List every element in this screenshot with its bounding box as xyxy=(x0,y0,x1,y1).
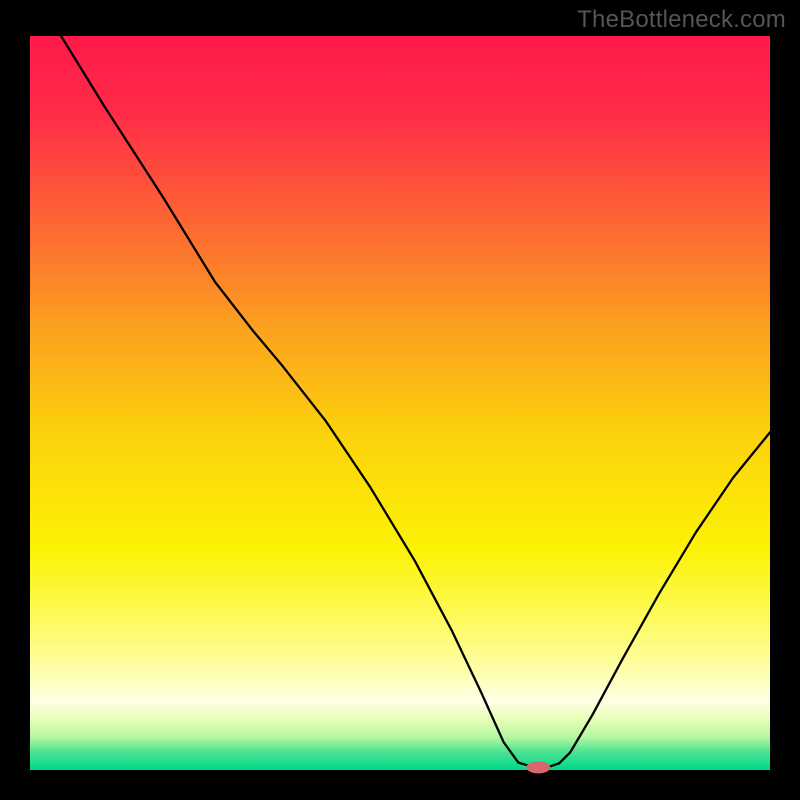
chart-frame: TheBottleneck.com xyxy=(0,0,800,800)
plot-background xyxy=(30,36,770,770)
bottleneck-chart xyxy=(0,0,800,800)
optimal-marker xyxy=(526,761,550,773)
